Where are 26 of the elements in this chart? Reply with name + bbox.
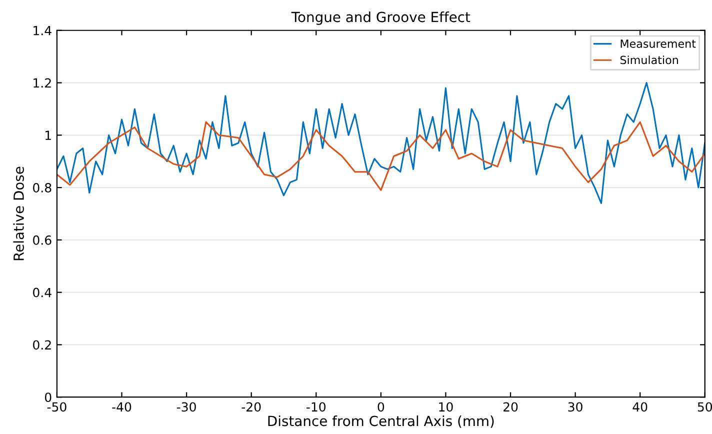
y-tick-label: 0	[44, 392, 52, 402]
y-axis-title: Relative Dose	[13, 166, 24, 260]
legend-label: Measurement	[620, 40, 696, 48]
x-tick-label: -30	[176, 402, 196, 412]
x-tick-label: 10	[439, 402, 453, 412]
x-tick-label: -50	[47, 402, 66, 412]
y-tick-label: 1.2	[34, 78, 51, 88]
chart-title: Tongue and Groove Effect	[291, 11, 470, 25]
y-tick-label: 0.8	[33, 183, 52, 192]
y-tick-label: 0.2	[33, 340, 51, 350]
x-tick-label: -20	[242, 402, 261, 412]
legend-label: Simulation	[620, 56, 678, 64]
x-tick-label: 50	[698, 402, 712, 412]
x-tick-label: 30	[568, 402, 582, 412]
x-tick-label: -10	[306, 402, 326, 412]
line-series	[56, 121, 705, 191]
y-tick-label: 1.4	[34, 26, 52, 36]
x-tick-label: 40	[632, 402, 648, 412]
line-series	[56, 82, 705, 204]
y-tick-label: 0.4	[33, 288, 52, 298]
x-tick-label: 0	[378, 402, 384, 412]
x-tick-label: -40	[112, 402, 132, 412]
x-axis-title: Distance from Central Axis (mm)	[268, 415, 494, 428]
y-tick-label: 1	[46, 130, 51, 140]
y-tick-label: 0.6	[33, 235, 52, 245]
x-tick-label: 20	[503, 402, 518, 412]
